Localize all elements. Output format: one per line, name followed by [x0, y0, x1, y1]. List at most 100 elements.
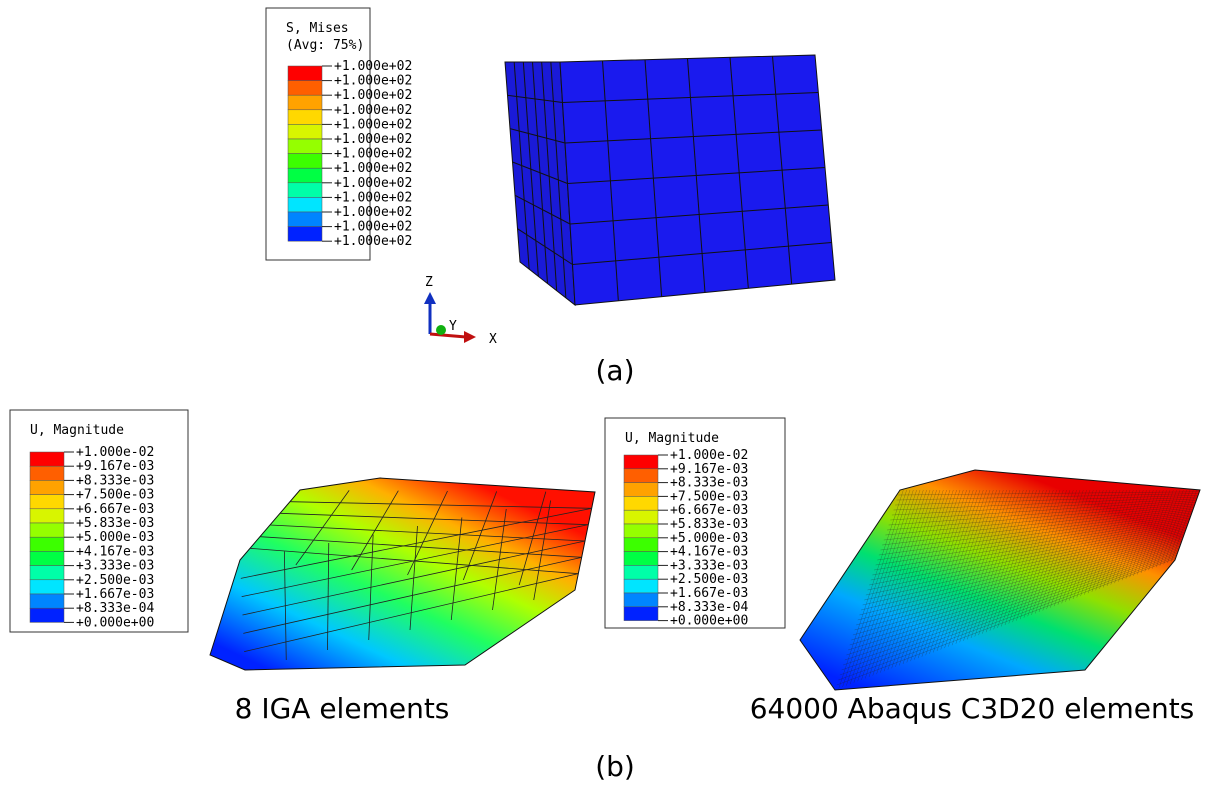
mesh-line	[569, 204, 829, 225]
legend-label: +1.000e-02	[76, 445, 154, 460]
legend-label: +8.333e-03	[670, 476, 748, 491]
mesh-line	[873, 517, 1191, 571]
mesh-line	[862, 530, 1186, 606]
caption: (a)	[595, 354, 634, 387]
legend-label: +5.833e-03	[670, 517, 748, 532]
legend-swatch	[623, 537, 659, 552]
legend-swatch	[287, 153, 323, 169]
deformed-iga	[209, 477, 596, 671]
mesh-line	[846, 547, 1180, 656]
legend-swatch	[29, 607, 65, 623]
mesh-line	[860, 531, 1186, 611]
legend-swatch	[287, 197, 323, 213]
legend-swatch	[623, 551, 659, 566]
mesh-line	[512, 161, 568, 184]
legend-swatch	[29, 551, 65, 566]
legend-swatch	[623, 592, 659, 608]
cube	[504, 54, 836, 307]
mesh-line	[509, 128, 566, 144]
mesh-line	[896, 493, 1199, 501]
legend-swatch	[287, 138, 323, 154]
legend-label: +3.333e-03	[670, 558, 748, 573]
legend-label: +8.333e-04	[76, 601, 154, 616]
mesh-line	[517, 228, 573, 265]
mesh-line	[857, 535, 1184, 621]
legend-label: +1.000e+02	[334, 147, 412, 162]
caption: 8 IGA elements	[235, 692, 450, 725]
legend-swatch	[287, 124, 323, 140]
legend-label: +9.167e-03	[670, 462, 748, 477]
legend-label: +1.000e+02	[334, 74, 412, 89]
legend-swatch	[29, 579, 65, 595]
axis-y: Y	[449, 319, 457, 334]
legend-label: +1.667e-03	[670, 586, 748, 601]
legend-swatch	[623, 578, 659, 594]
mesh-line	[289, 501, 592, 509]
mesh-line	[895, 495, 1199, 506]
mesh-line	[562, 92, 819, 103]
legend-swatch	[623, 496, 659, 511]
mesh-line	[859, 533, 1185, 616]
mesh-line	[886, 503, 1196, 531]
legend-swatch	[623, 606, 659, 621]
legend-label: +8.333e-03	[76, 473, 154, 488]
mesh-line	[854, 538, 1183, 631]
mesh-line	[890, 500, 1197, 521]
legend-swatch	[29, 565, 65, 581]
mesh-line	[891, 498, 1197, 516]
legend-swatch	[29, 494, 65, 510]
legend-label: +8.333e-04	[670, 600, 748, 615]
legend-label: +2.500e-03	[76, 573, 154, 588]
legend-label: +7.500e-03	[76, 488, 154, 503]
mesh-line	[867, 524, 1188, 591]
legend-label: +1.000e+02	[334, 117, 412, 132]
legend-label: +5.833e-03	[76, 516, 154, 531]
mesh-line	[843, 551, 1179, 666]
mesh-line	[893, 496, 1198, 511]
legend-label: +4.167e-03	[76, 544, 154, 559]
axis-z: Z	[425, 275, 433, 290]
legend-swatch	[287, 226, 323, 242]
legend-label: +1.000e+02	[334, 59, 412, 74]
legend-label: +0.000e+00	[670, 614, 748, 629]
mesh-line	[852, 540, 1182, 636]
axis-x: X	[489, 332, 497, 347]
mesh-line	[844, 549, 1179, 661]
legend-label: +1.000e+02	[334, 88, 412, 103]
mesh-line	[507, 94, 563, 103]
mesh-line	[878, 512, 1192, 556]
legend-label: +1.000e+02	[334, 161, 412, 176]
caption: 64000 Abaqus C3D20 elements	[750, 692, 1195, 725]
mesh-line	[869, 523, 1189, 586]
legend-label: +6.667e-03	[76, 502, 154, 517]
mesh-line	[243, 556, 582, 634]
legend-label: +2.500e-03	[670, 572, 748, 587]
mesh-line	[838, 556, 1177, 681]
legend-label: +6.667e-03	[670, 503, 748, 518]
mesh-line	[882, 509, 1194, 546]
mesh-line	[872, 519, 1190, 576]
legend-label: +1.000e+02	[334, 103, 412, 118]
legend-swatch	[287, 182, 323, 198]
legend-swatch	[29, 508, 65, 524]
legend-label: +1.000e+02	[334, 234, 412, 249]
mesh-line	[259, 536, 582, 558]
mesh-line	[567, 167, 826, 184]
mesh-line	[877, 514, 1192, 561]
legend-swatch	[623, 482, 659, 497]
mesh-line	[885, 505, 1195, 536]
legend-swatch	[287, 80, 323, 96]
legend-swatch	[29, 536, 65, 552]
mesh-line	[572, 242, 832, 265]
legend-swatch	[623, 523, 659, 539]
mesh-line	[888, 502, 1196, 526]
legend-label: +5.000e-03	[76, 530, 154, 545]
mesh-line	[851, 542, 1182, 641]
mesh-line	[841, 552, 1178, 671]
mesh-line	[864, 528, 1187, 601]
mesh-line	[883, 507, 1194, 541]
legend-label: +3.333e-03	[76, 559, 154, 574]
mesh-line	[514, 194, 571, 225]
